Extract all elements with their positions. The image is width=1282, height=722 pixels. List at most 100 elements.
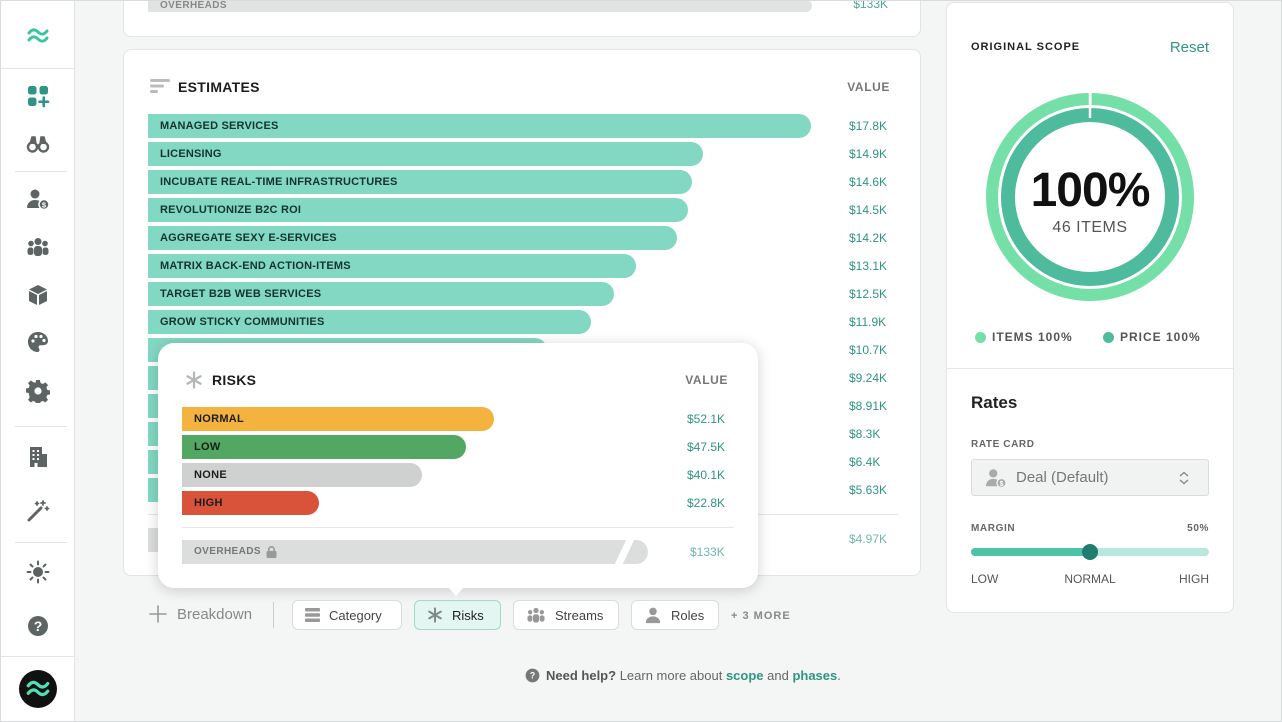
avatar[interactable] (19, 670, 57, 708)
plus-icon (149, 605, 167, 623)
slider-high-label: HIGH (1179, 572, 1209, 586)
estimate-value: $5.63K (849, 483, 888, 497)
risk-value: $22.8K (687, 496, 726, 510)
sidebar-divider (15, 171, 67, 172)
toolbar-divider (273, 602, 274, 628)
apps-add-icon[interactable] (22, 80, 54, 112)
svg-text:?: ? (530, 671, 535, 681)
scope-panel: ORIGINAL SCOPE Reset 100% 46 ITEMS ITEMS… (946, 2, 1234, 613)
estimate-label: INCUBATE REAL-TIME INFRASTRUCTURES (160, 176, 398, 188)
estimate-value: $14.2K (849, 231, 888, 245)
slider-low-label: LOW (971, 572, 999, 586)
wave-logo-icon (26, 680, 50, 697)
breakdown-pill-roles[interactable]: Roles (631, 600, 719, 630)
help-icon[interactable]: ? (22, 610, 54, 642)
user-cost-icon: $ (985, 468, 1007, 488)
pill-label: Risks (452, 607, 484, 623)
breakdown-label: Breakdown (177, 605, 253, 623)
estimate-value: $13.1K (849, 259, 888, 273)
estimate-label: GROW STICKY COMMUNITIES (160, 316, 325, 328)
estimate-bar: GROW STICKY COMMUNITIES (148, 310, 592, 334)
scope-link[interactable]: scope (725, 668, 764, 683)
overheads-value: $133K (690, 545, 725, 559)
estimate-value: $14.5K (849, 203, 888, 217)
help-line: ? Need help? Learn more about scope and … (525, 668, 841, 683)
help-icon: ? (525, 668, 540, 683)
palette-icon[interactable] (22, 326, 54, 358)
sidebar-divider (1, 656, 74, 657)
estimate-value: $10.7K (849, 343, 888, 357)
legend-items: ITEMS 100% (975, 330, 1073, 344)
rate-card-value: Deal (Default) (1016, 469, 1109, 486)
pill-label: Category (329, 607, 382, 623)
legend-price-label: PRICE 100% (1120, 330, 1201, 344)
margin-slider-handle[interactable] (1082, 544, 1098, 560)
risk-bar-normal[interactable]: NORMAL (182, 407, 494, 431)
margin-value: 50% (1187, 523, 1209, 534)
divider (182, 527, 734, 528)
risk-label: NONE (194, 469, 227, 481)
user-cost-icon[interactable]: $ (22, 183, 54, 215)
phases-link[interactable]: phases (792, 668, 838, 683)
estimate-bar: TARGET B2B WEB SERVICES (148, 282, 614, 306)
risk-bar-high[interactable]: HIGH (182, 491, 319, 515)
sidebar: $ ? (1, 1, 75, 721)
estimate-bar: MATRIX BACK-END ACTION-ITEMS (148, 254, 636, 278)
risk-bar-low[interactable]: LOW (182, 435, 467, 459)
breakdown-pill-risks[interactable]: Risks (414, 600, 501, 630)
estimate-value: $8.91K (849, 399, 888, 413)
margin-slider-track[interactable] (971, 544, 1209, 560)
rate-card-select[interactable]: $ Deal (Default) (971, 459, 1209, 496)
building-icon[interactable] (22, 441, 54, 473)
overheads-label: OVERHEADS (160, 0, 227, 11)
sun-icon[interactable] (22, 556, 54, 588)
estimate-value: $6.4K (849, 455, 881, 469)
overheads-value: $133K (853, 0, 888, 11)
breakdown-pill-streams[interactable]: Streams (513, 600, 619, 630)
pill-label: Streams (555, 607, 604, 623)
help-and: and (763, 668, 793, 683)
estimate-value: $14.6K (849, 175, 888, 189)
lock-icon (266, 546, 277, 558)
original-scope-title: ORIGINAL SCOPE (971, 41, 1081, 53)
risk-bar-none[interactable]: NONE (182, 463, 423, 487)
risk-label: LOW (194, 441, 221, 453)
estimate-value: $17.8K (849, 119, 888, 133)
pill-label: Roles (671, 607, 705, 623)
gear-icon[interactable] (22, 375, 54, 407)
estimate-label: TARGET B2B WEB SERVICES (160, 288, 322, 300)
previous-breakdown-card: OVERHEADS $133K (123, 0, 921, 37)
magic-wand-icon[interactable] (22, 495, 54, 527)
reset-button[interactable]: Reset (1169, 39, 1209, 56)
breakdown-pill-category[interactable]: Category (292, 600, 402, 630)
risks-popover: RISKS VALUE NORMAL $52.1K LOW $47.5K NONE $40… (158, 343, 758, 588)
binoculars-icon[interactable] (22, 128, 54, 160)
estimates-title: ESTIMATES (178, 79, 260, 95)
breakdown-button[interactable]: Breakdown (149, 605, 252, 623)
asterisk-icon (186, 371, 202, 389)
estimate-bar: INCUBATE REAL-TIME INFRASTRUCTURES (148, 170, 692, 194)
margin-slider-fill (971, 548, 1090, 556)
legend-dot-items (975, 331, 986, 343)
rates-title: Rates (971, 393, 1018, 412)
cube-icon[interactable] (22, 279, 54, 311)
category-icon (305, 608, 320, 622)
overheads-label: OVERHEADS (194, 546, 261, 557)
team-icon[interactable] (22, 231, 54, 263)
rate-card-label: RATE CARD (971, 439, 1035, 450)
estimate-bar: REVOLUTIONIZE B2C ROI (148, 198, 689, 222)
risk-label: NORMAL (194, 413, 245, 425)
help-suffix: . (837, 668, 841, 683)
more-breakdowns-link[interactable]: + 3 MORE (731, 610, 791, 622)
estimate-value: $12.5K (849, 287, 888, 301)
bars-icon (150, 79, 170, 93)
value-column-header: VALUE (847, 80, 890, 94)
overheads-value: $4.97K (849, 532, 888, 546)
wave-logo-icon[interactable] (22, 20, 54, 52)
svg-text:?: ? (34, 618, 43, 634)
risk-value: $40.1K (687, 468, 726, 482)
estimate-value: $11.9K (849, 315, 887, 329)
svg-text:$: $ (42, 201, 47, 210)
chevron-updown-icon (1179, 471, 1189, 485)
asterisk-icon (428, 607, 442, 623)
